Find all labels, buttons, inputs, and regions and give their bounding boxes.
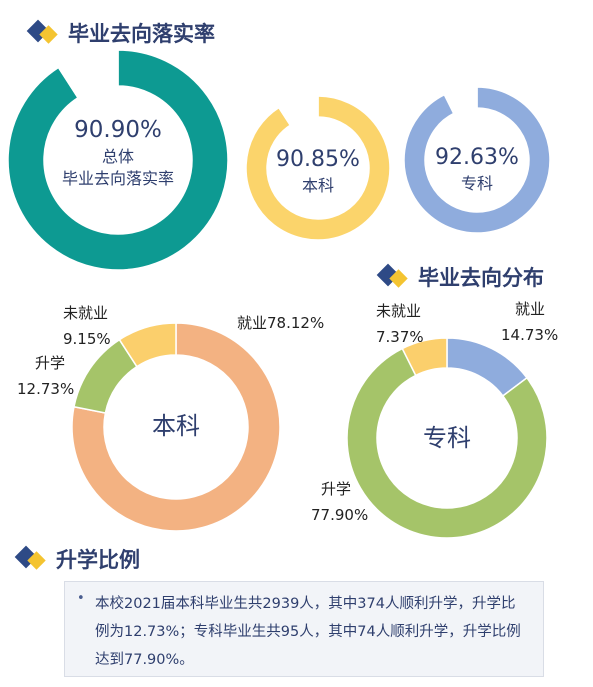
section-title-text: 毕业去向分布 xyxy=(418,266,544,290)
further-study-note: • 本校2021届本科毕业生共2939人，其中374人顺利升学，升学比例为12.… xyxy=(64,581,544,677)
center-value: 90.90% xyxy=(74,117,162,143)
donut-slice xyxy=(245,95,391,241)
value-label: 78.12% xyxy=(267,314,325,332)
center-label: 专科 xyxy=(423,424,471,452)
data-label-further-study: 升学 77.90% xyxy=(311,478,368,526)
category-label: 升学 xyxy=(35,354,66,372)
donut-undergrad-rate: 90.85% 本科 xyxy=(245,95,391,241)
data-label-employed: 就业 xyxy=(515,298,545,320)
donut-slice xyxy=(403,86,551,234)
value-label: 77.90% xyxy=(311,506,369,524)
donut-college-distribution: 专科 xyxy=(346,337,548,539)
category-label: 就业 xyxy=(237,314,268,332)
center-value: 92.63% xyxy=(435,145,519,170)
value-label: 12.73% xyxy=(17,380,75,398)
data-label-unemployed: 未就业 7.37% xyxy=(376,300,424,348)
center-value: 90.85% xyxy=(276,147,360,172)
data-label-unemployed: 未就业 9.15% xyxy=(63,302,111,350)
value-label: 7.37% xyxy=(376,328,424,346)
center-label: 本科 xyxy=(152,412,200,440)
section-title-rate: 毕业去向落实率 xyxy=(26,18,215,48)
data-label-further-study: 升学 12.73% xyxy=(17,352,74,400)
donut-slice xyxy=(346,347,548,539)
section-title-distribution: 毕业去向分布 xyxy=(376,262,544,292)
value-label: 9.15% xyxy=(63,330,111,348)
section-title-text: 升学比例 xyxy=(56,548,140,572)
donut-overall-rate: 90.90% 总体 毕业去向落实率 xyxy=(7,49,229,271)
donut-college-rate: 92.63% 专科 xyxy=(403,86,551,234)
section-title-text: 毕业去向落实率 xyxy=(68,22,215,46)
donut-slice xyxy=(401,337,448,377)
category-label: 未就业 xyxy=(376,302,422,320)
section-title-further-study: 升学比例 xyxy=(14,544,140,574)
donut-slice xyxy=(57,49,119,99)
note-text: 本校2021届本科毕业生共2939人，其中374人顺利升学，升学比例为12.73… xyxy=(95,596,521,668)
donut-undergrad-distribution: 本科 xyxy=(71,322,281,532)
donut-slice xyxy=(277,95,319,127)
center-label: 毕业去向落实率 xyxy=(62,169,174,188)
donut-slice xyxy=(443,86,478,115)
center-label: 本科 xyxy=(302,176,334,195)
category-label: 升学 xyxy=(321,480,352,498)
center-label: 专科 xyxy=(461,174,493,193)
data-label-employed: 就业78.12% xyxy=(237,312,324,334)
data-label-employed-value: 14.73% xyxy=(501,324,558,346)
center-label: 总体 xyxy=(102,147,134,166)
donut-slice xyxy=(71,322,281,532)
category-label: 就业 xyxy=(515,300,546,318)
donut-slice xyxy=(7,49,229,271)
category-label: 未就业 xyxy=(63,304,109,322)
donut-slice xyxy=(118,322,177,368)
bullet-icon: • xyxy=(77,591,85,606)
value-label: 14.73% xyxy=(501,326,559,344)
